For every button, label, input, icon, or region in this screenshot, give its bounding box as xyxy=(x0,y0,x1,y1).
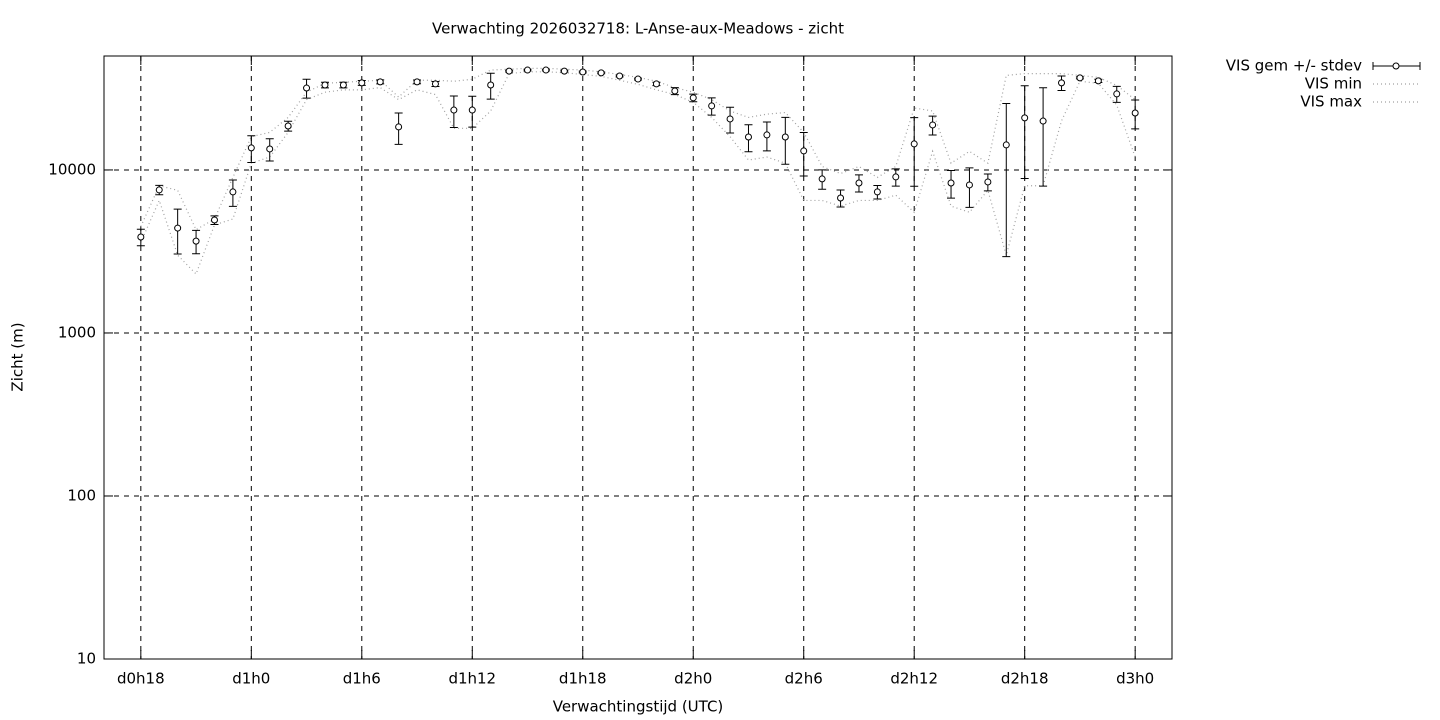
x-tick-label: d1h0 xyxy=(232,670,270,688)
error-bar xyxy=(781,116,790,165)
error-bar xyxy=(1002,103,1011,258)
data-point xyxy=(137,233,145,241)
data-point xyxy=(929,121,937,129)
x-tick-label: d0h18 xyxy=(117,670,165,688)
data-point xyxy=(910,140,918,148)
data-point xyxy=(984,178,992,186)
data-point xyxy=(965,181,973,189)
data-point xyxy=(671,87,679,95)
data-point xyxy=(781,133,789,141)
x-axis-label: Verwachtingstijd (UTC) xyxy=(553,698,724,716)
data-point xyxy=(1002,141,1010,149)
x-tick-label: d2h18 xyxy=(1001,670,1049,688)
error-bar xyxy=(910,117,919,187)
y-tick-label: 10000 xyxy=(48,160,96,178)
data-point xyxy=(947,179,955,187)
data-point xyxy=(1131,109,1139,117)
data-point xyxy=(358,79,366,87)
x-tick-label: d3h0 xyxy=(1116,670,1154,688)
data-point xyxy=(763,131,771,139)
legend-swatch xyxy=(1392,62,1400,70)
data-point xyxy=(1076,74,1084,82)
data-point xyxy=(468,106,476,114)
legend-label: VIS max xyxy=(1300,93,1362,111)
data-point xyxy=(339,81,347,89)
data-point xyxy=(818,175,826,183)
y-tick-label: 100 xyxy=(67,486,96,504)
data-point xyxy=(1039,117,1047,125)
plot-frame xyxy=(103,55,1173,660)
data-point xyxy=(192,237,200,245)
data-point xyxy=(376,78,384,86)
data-point xyxy=(597,69,605,77)
y-tick-label: 10 xyxy=(77,650,96,668)
data-point xyxy=(321,81,329,89)
data-point xyxy=(1021,114,1029,122)
data-point xyxy=(1113,90,1121,98)
x-tick-label: d2h6 xyxy=(785,670,823,688)
data-point xyxy=(837,194,845,202)
data-point xyxy=(174,224,182,232)
data-point xyxy=(284,122,292,130)
data-point xyxy=(744,133,752,141)
data-point xyxy=(892,173,900,181)
data-point xyxy=(560,67,568,75)
data-point xyxy=(726,115,734,123)
data-point xyxy=(616,72,624,80)
data-point xyxy=(395,123,403,131)
legend-label: VIS gem +/- stdev xyxy=(1226,57,1362,75)
data-point xyxy=(229,188,237,196)
data-point xyxy=(652,80,660,88)
error-bar xyxy=(1039,87,1048,187)
data-point xyxy=(155,186,163,194)
error-bar xyxy=(1020,85,1029,180)
x-tick-label: d1h6 xyxy=(343,670,381,688)
data-point xyxy=(542,66,550,74)
legend-label: VIS min xyxy=(1305,75,1362,93)
data-point xyxy=(708,102,716,110)
data-point xyxy=(505,67,513,75)
data-point xyxy=(579,68,587,76)
data-point xyxy=(303,84,311,92)
series-line xyxy=(140,71,1136,276)
data-point xyxy=(524,66,532,74)
x-tick-label: d2h0 xyxy=(674,670,712,688)
data-point xyxy=(487,81,495,89)
data-point xyxy=(1094,77,1102,85)
x-tick-label: d1h18 xyxy=(559,670,607,688)
data-point xyxy=(431,80,439,88)
y-tick-label: 1000 xyxy=(58,323,96,341)
data-point xyxy=(266,145,274,153)
data-point xyxy=(800,147,808,155)
y-axis-label: Zicht (m) xyxy=(9,322,27,391)
x-tick-label: d1h12 xyxy=(448,670,496,688)
data-point xyxy=(247,144,255,152)
x-tick-label: d2h12 xyxy=(890,670,938,688)
data-point xyxy=(1058,79,1066,87)
data-point xyxy=(634,75,642,83)
data-point xyxy=(413,78,421,86)
data-point xyxy=(450,106,458,114)
data-point xyxy=(855,179,863,187)
data-point xyxy=(689,94,697,102)
chart-title: Verwachting 2026032718: L-Anse-aux-Meado… xyxy=(432,20,844,38)
data-point xyxy=(210,216,218,224)
data-point xyxy=(873,188,881,196)
